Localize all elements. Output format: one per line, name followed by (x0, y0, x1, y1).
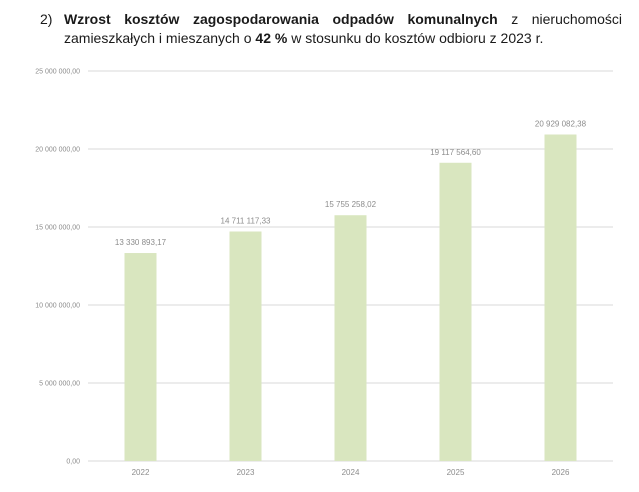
y-tick-label: 5 000 000,00 (39, 381, 80, 388)
data-label: 13 330 893,17 (115, 238, 167, 247)
bar-2024 (334, 215, 367, 461)
heading-percentage: 42 % (255, 30, 288, 46)
bar-2022 (124, 253, 157, 461)
heading-text: w stosunku do kosztów odbioru z 2023 r. (287, 30, 544, 46)
heading-word: zagospodarowania (192, 11, 319, 27)
data-label: 19 117 564,60 (430, 148, 481, 157)
chart-heading: 2) Wzrost kosztów zagospodarowania odpadó… (40, 10, 622, 48)
heading-marker-and-title-start: 2) Wzrost (40, 10, 111, 29)
y-tick-label: 0,00 (66, 459, 80, 466)
heading-word: komunalnych (407, 11, 498, 27)
heading-word: kosztów (124, 11, 180, 27)
y-tick-label: 10 000 000,00 (35, 303, 80, 310)
heading-line-2: zamieszkałych i mieszanych o 42 % w stos… (40, 29, 622, 48)
bar-2026 (544, 134, 577, 461)
bar-2025 (439, 162, 472, 461)
chart-labels: 0,00 5 000 000,00 10 000 000,00 15 000 000,… (35, 69, 586, 478)
x-tick-label: 2022 (132, 468, 150, 477)
bar-2023 (229, 231, 262, 461)
heading-word: Wzrost (64, 11, 111, 27)
heading-word: nieruchomości (531, 11, 622, 27)
x-tick-label: 2026 (552, 468, 570, 477)
y-tick-label: 15 000 000,00 (35, 225, 80, 232)
heading-text: zamieszkałych i mieszanych o (64, 30, 256, 46)
bars (124, 134, 577, 461)
data-label: 15 755 258,02 (325, 200, 377, 209)
data-label: 14 711 117,33 (221, 217, 272, 226)
x-tick-label: 2025 (447, 468, 465, 477)
y-tick-label: 25 000 000,00 (35, 69, 80, 76)
heading-word: z (511, 11, 519, 27)
y-tick-label: 20 000 000,00 (35, 147, 80, 154)
heading-word: odpadów (332, 11, 394, 27)
x-tick-label: 2024 (342, 468, 360, 477)
data-label: 20 929 082,38 (535, 120, 587, 129)
heading-line-1: 2) Wzrost kosztów zagospodarowania odpadó… (40, 10, 622, 29)
list-marker: 2) (40, 11, 53, 27)
x-tick-label: 2023 (237, 468, 255, 477)
